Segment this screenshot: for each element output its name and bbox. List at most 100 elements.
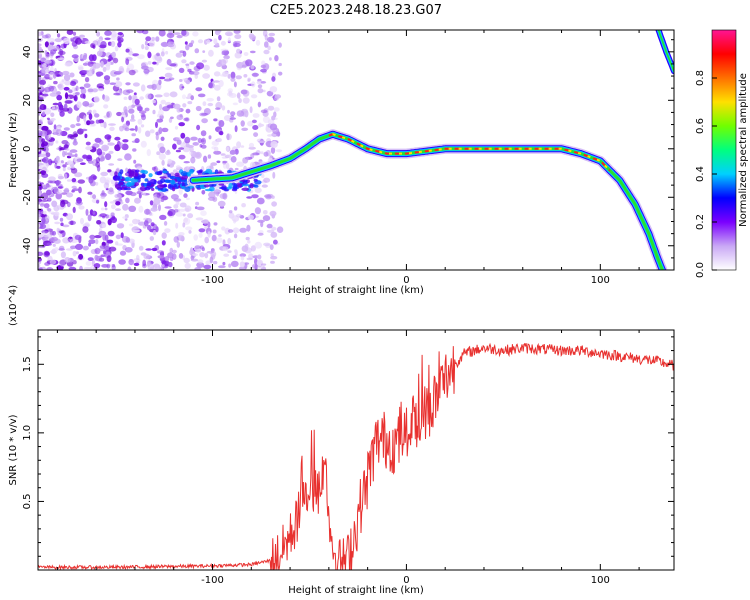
- noise-dot: [263, 49, 270, 55]
- noise-dot: [96, 199, 100, 204]
- noise-dot: [214, 30, 221, 36]
- noise-dot: [122, 139, 129, 143]
- noise-dot: [156, 192, 165, 199]
- noise-dot: [47, 37, 56, 43]
- noise-dot: [111, 264, 116, 268]
- noise-dot: [172, 249, 177, 254]
- noise-dot: [47, 208, 52, 212]
- noise-dot: [152, 109, 156, 115]
- noise-dot: [52, 102, 59, 106]
- noise-dot: [42, 156, 49, 164]
- noise-dot: [99, 44, 107, 49]
- noise-dot: [201, 118, 208, 124]
- noise-dot: [228, 93, 237, 98]
- noise-dot: [176, 241, 180, 248]
- noise-dot: [212, 229, 217, 234]
- noise-dot: [58, 175, 64, 180]
- noise-dot: [38, 31, 43, 37]
- noise-dot: [50, 49, 57, 55]
- noise-dot: [84, 133, 88, 139]
- noise-dot: [207, 221, 211, 228]
- noise-dot: [201, 59, 207, 63]
- noise-dot: [236, 213, 242, 218]
- noise-dot: [59, 110, 65, 117]
- noise-dot: [242, 97, 250, 104]
- noise-dot: [53, 124, 57, 130]
- band-dot: [241, 187, 250, 191]
- noise-dot: [257, 101, 262, 108]
- noise-dot: [38, 119, 43, 126]
- band-dot: [151, 187, 155, 191]
- noise-dot: [211, 140, 219, 146]
- noise-dot: [158, 204, 161, 212]
- noise-dot: [196, 206, 205, 211]
- noise-dot: [151, 83, 157, 91]
- noise-dot: [75, 251, 79, 255]
- noise-dot: [48, 85, 55, 92]
- noise-dot: [92, 194, 97, 200]
- noise-dot: [212, 80, 215, 84]
- noise-dot: [239, 215, 245, 219]
- band-dot: [181, 181, 185, 187]
- noise-dot: [104, 207, 108, 211]
- noise-dot: [38, 162, 44, 166]
- noise-dot: [204, 252, 209, 259]
- noise-dot: [278, 42, 282, 48]
- noise-dot: [173, 103, 181, 110]
- noise-dot: [203, 64, 210, 71]
- noise-dot: [248, 142, 255, 148]
- noise-dot: [91, 259, 95, 267]
- noise-dot: [107, 169, 112, 173]
- noise-dot: [82, 101, 90, 107]
- noise-dot: [166, 58, 172, 66]
- noise-dot: [140, 140, 147, 148]
- noise-dot: [128, 95, 132, 101]
- noise-dot: [87, 214, 92, 222]
- noise-dot: [71, 178, 77, 183]
- band-dot: [159, 176, 167, 179]
- noise-dot: [99, 213, 107, 218]
- noise-dot: [124, 218, 128, 221]
- noise-dot: [158, 153, 166, 160]
- band-dot: [156, 184, 165, 189]
- noise-dot: [57, 57, 65, 60]
- noise-dot: [104, 134, 112, 140]
- noise-dot: [222, 160, 228, 164]
- noise-dot: [216, 160, 221, 164]
- noise-dot: [228, 263, 232, 268]
- band-dot: [148, 173, 153, 178]
- noise-dot: [108, 163, 115, 166]
- noise-dot: [86, 156, 93, 162]
- noise-dot: [61, 79, 65, 83]
- noise-dot: [68, 266, 77, 270]
- noise-dot: [75, 85, 79, 92]
- noise-dot: [48, 158, 53, 166]
- noise-dot: [64, 151, 68, 156]
- noise-dot: [71, 185, 77, 189]
- noise-dot: [125, 48, 130, 53]
- noise-dot: [72, 131, 78, 138]
- noise-dot: [125, 58, 130, 65]
- noise-dot: [164, 206, 172, 209]
- noise-dot: [38, 257, 42, 262]
- noise-dot: [77, 179, 86, 184]
- band-dot: [169, 176, 177, 180]
- noise-dot: [38, 108, 42, 115]
- noise-dot: [133, 258, 141, 262]
- noise-dot: [41, 67, 50, 74]
- noise-dot: [128, 223, 134, 227]
- noise-dot: [43, 210, 47, 215]
- noise-dot: [218, 79, 224, 88]
- noise-dot: [190, 95, 194, 101]
- noise-dot: [243, 52, 249, 56]
- noise-dot: [98, 230, 107, 237]
- noise-dot: [169, 247, 174, 254]
- noise-dot: [140, 84, 146, 92]
- noise-dot: [134, 197, 141, 204]
- noise-dot: [124, 247, 133, 253]
- noise-dot: [41, 217, 46, 225]
- noise-dot: [271, 201, 277, 207]
- noise-dot: [71, 86, 76, 93]
- y-tick-label: 0.5: [22, 493, 33, 509]
- noise-dot: [96, 148, 103, 156]
